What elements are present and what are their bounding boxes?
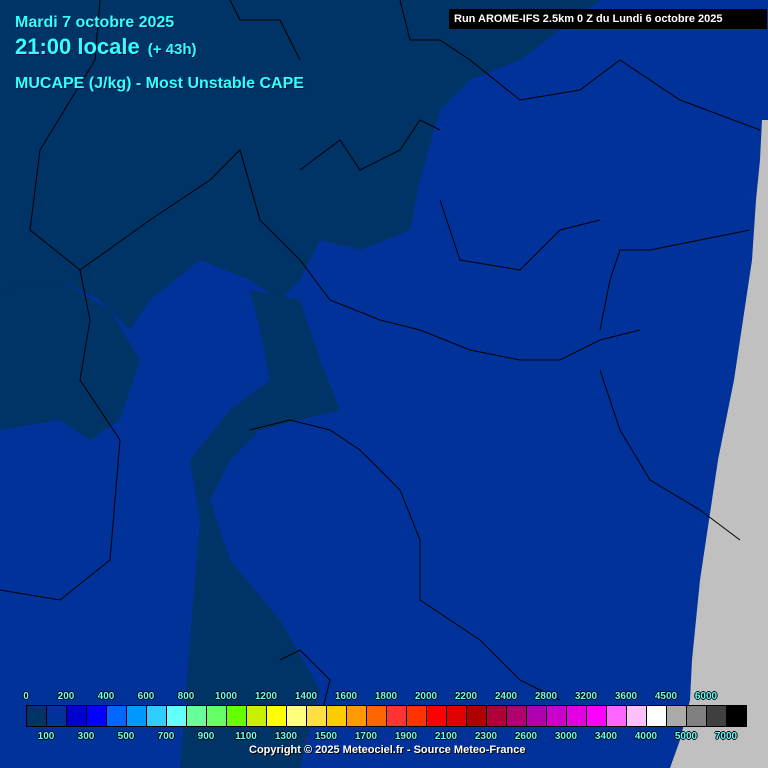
legend-label-bottom: 1100: [235, 731, 257, 742]
legend-swatch: [567, 706, 587, 726]
legend-label-bottom: 1300: [274, 731, 298, 742]
legend-swatch: [527, 706, 547, 726]
legend-label-top: 2000: [414, 691, 438, 702]
legend-label-bottom: 1900: [394, 731, 418, 742]
legend-swatch: [627, 706, 647, 726]
legend-label-top: 2800: [534, 691, 558, 702]
legend-swatch: [347, 706, 367, 726]
legend-swatch: [407, 706, 427, 726]
legend-swatch: [707, 706, 727, 726]
legend-swatch: [307, 706, 327, 726]
legend-swatch: [687, 706, 707, 726]
legend-swatch: [207, 706, 227, 726]
legend-label-top: 1200: [254, 691, 278, 702]
legend-swatch: [547, 706, 567, 726]
legend-label-bottom: 5000: [674, 731, 698, 742]
legend-label-top: 4500: [654, 691, 678, 702]
legend-swatch: [287, 706, 307, 726]
legend-swatch: [647, 706, 667, 726]
legend-swatch: [127, 706, 147, 726]
legend-label-top: 0: [23, 691, 29, 702]
outside-domain: [670, 120, 768, 768]
cape-field-zero-coast: [180, 290, 340, 768]
legend-swatch: [387, 706, 407, 726]
legend-swatch: [267, 706, 287, 726]
forecast-time: 21:00 locale (+ 43h): [15, 34, 197, 60]
legend-label-bottom: 3400: [594, 731, 618, 742]
legend-label-top: 1400: [294, 691, 318, 702]
legend-swatch: [667, 706, 687, 726]
legend-swatch: [47, 706, 67, 726]
legend-label-top: 400: [97, 691, 115, 702]
model-run-label: Run AROME-IFS 2.5km 0 Z du Lundi 6 octob…: [449, 9, 767, 29]
legend-swatch: [427, 706, 447, 726]
legend-label-bottom: 100: [37, 731, 55, 742]
legend-label-bottom: 7000: [714, 731, 738, 742]
legend-swatch: [227, 706, 247, 726]
legend-swatch: [447, 706, 467, 726]
legend-label-bottom: 900: [197, 731, 215, 742]
legend-label-bottom: 700: [157, 731, 175, 742]
legend-swatch: [87, 706, 107, 726]
legend-label-top: 800: [177, 691, 195, 702]
legend-label-top: 6000: [694, 691, 718, 702]
legend-label-top: 2200: [454, 691, 478, 702]
legend-label-bottom: 2100: [434, 731, 458, 742]
cape-field-zero-north: [0, 0, 600, 330]
legend-label-bottom: 1700: [354, 731, 378, 742]
lead-time: (+ 43h): [147, 41, 197, 58]
legend-label-top: 1000: [214, 691, 238, 702]
legend-label-top: 1800: [374, 691, 398, 702]
legend-label-bottom: 1500: [314, 731, 338, 742]
copyright: Copyright © 2025 Meteociel.fr - Source M…: [249, 744, 526, 756]
legend-swatch: [367, 706, 387, 726]
legend-swatch: [587, 706, 607, 726]
legend-label-bottom: 2300: [474, 731, 498, 742]
legend-swatch: [187, 706, 207, 726]
country-borders: [0, 0, 761, 721]
legend-label-top: 1600: [334, 691, 358, 702]
legend-label-top: 2400: [494, 691, 518, 702]
cape-field-zero-west: [0, 280, 140, 440]
parameter-title: MUCAPE (J/kg) - Most Unstable CAPE: [15, 75, 304, 92]
legend-swatch: [107, 706, 127, 726]
legend-label-bottom: 300: [77, 731, 95, 742]
legend-swatch: [167, 706, 187, 726]
legend-label-bottom: 3000: [554, 731, 578, 742]
legend-label-top: 600: [137, 691, 155, 702]
legend-swatch: [607, 706, 627, 726]
legend-swatch: [507, 706, 527, 726]
local-time: 21:00 locale: [15, 34, 140, 59]
legend-swatch: [67, 706, 87, 726]
legend-label-bottom: 500: [117, 731, 135, 742]
legend-label-top: 200: [57, 691, 75, 702]
legend-swatch: [327, 706, 347, 726]
legend-label-top: 3200: [574, 691, 598, 702]
legend-swatch: [147, 706, 167, 726]
legend-swatch: [467, 706, 487, 726]
legend-swatch: [487, 706, 507, 726]
legend-label-top: 3600: [614, 691, 638, 702]
color-legend: [26, 705, 747, 727]
legend-label-bottom: 2600: [514, 731, 538, 742]
legend-swatch: [27, 706, 47, 726]
legend-swatch: [247, 706, 267, 726]
legend-swatch: [727, 706, 746, 726]
forecast-date: Mardi 7 octobre 2025: [15, 14, 175, 31]
legend-label-bottom: 4000: [634, 731, 658, 742]
